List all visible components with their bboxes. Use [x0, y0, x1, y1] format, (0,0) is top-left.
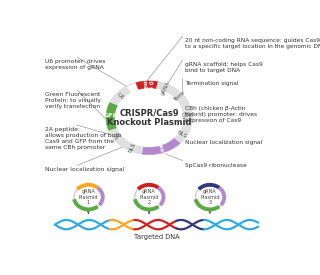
Text: CBh: CBh [181, 112, 194, 118]
Text: gRNA
Plasmid
2: gRNA Plasmid 2 [140, 189, 159, 205]
Text: gRNA: gRNA [160, 80, 171, 96]
Text: CBh (chicken β-Actin
hybrid) promoter: drives
expression of Cas9: CBh (chicken β-Actin hybrid) promoter: d… [185, 106, 257, 123]
Text: Targeted DNA: Targeted DNA [134, 234, 180, 240]
Text: Term: Term [172, 91, 186, 103]
Wedge shape [108, 128, 127, 146]
Text: Nuclear localization signal: Nuclear localization signal [45, 167, 124, 172]
Text: gRNA
Plasmid
1: gRNA Plasmid 1 [79, 189, 98, 205]
Wedge shape [170, 89, 188, 105]
Circle shape [105, 80, 194, 156]
Wedge shape [180, 101, 192, 129]
Text: CRISPR/Cas9
Knockout Plasmid: CRISPR/Cas9 Knockout Plasmid [107, 108, 191, 127]
Text: Cas9: Cas9 [156, 140, 166, 158]
Text: 20 nt non-coding RNA sequence: guides Cas9
to a specific target location in the : 20 nt non-coding RNA sequence: guides Ca… [185, 38, 320, 49]
Text: Green Fluorescent
Protein: to visually
verify transfection: Green Fluorescent Protein: to visually v… [45, 92, 101, 109]
Wedge shape [173, 126, 190, 143]
Wedge shape [136, 81, 158, 90]
Wedge shape [121, 140, 143, 154]
Wedge shape [156, 82, 176, 95]
Text: NLS: NLS [176, 130, 188, 139]
Text: GFP: GFP [104, 114, 118, 119]
Text: 2A: 2A [113, 132, 122, 141]
Text: Nuclear localization signal: Nuclear localization signal [185, 140, 262, 145]
Text: Termination signal: Termination signal [185, 81, 239, 86]
Text: gRNA
Plasmid
3: gRNA Plasmid 3 [200, 189, 220, 205]
Wedge shape [142, 138, 180, 155]
Text: gRNA scaffold: helps Cas9
bind to target DNA: gRNA scaffold: helps Cas9 bind to target… [185, 62, 263, 73]
Text: SpCas9 ribonuclease: SpCas9 ribonuclease [185, 163, 247, 167]
Text: 2A peptide:
allows production of both
Cas9 and GFP from the
same CBh promoter: 2A peptide: allows production of both Ca… [45, 127, 122, 150]
Text: U6: U6 [116, 92, 125, 100]
Text: NLS: NLS [128, 142, 137, 153]
Wedge shape [106, 102, 118, 130]
Wedge shape [110, 86, 131, 106]
Text: 20 nt
Recombiner: 20 nt Recombiner [141, 67, 153, 103]
Text: U6 promoter: drives
expression of gRNA: U6 promoter: drives expression of gRNA [45, 59, 105, 70]
Circle shape [116, 89, 183, 147]
